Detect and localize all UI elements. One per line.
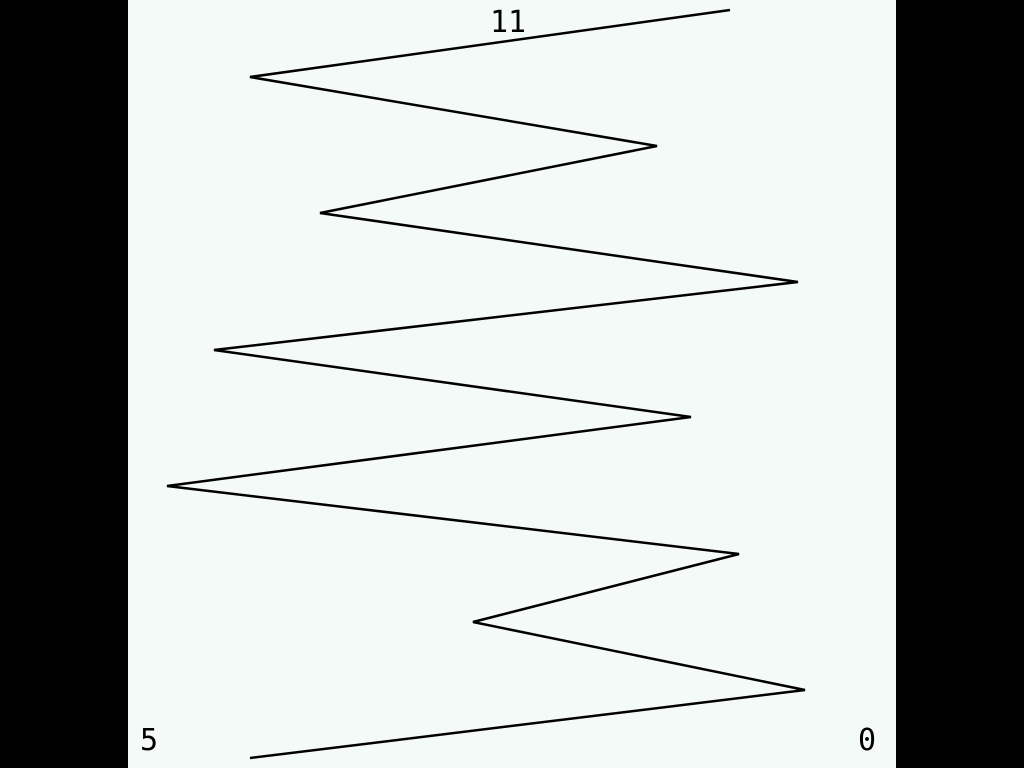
play-area-background	[128, 0, 896, 768]
play-area[interactable]: 11 5 0	[128, 0, 896, 768]
right-counter-readout: 0	[858, 723, 877, 758]
left-counter-readout: 5	[140, 723, 159, 758]
top-score-readout: 11	[490, 5, 527, 40]
zigzag-path	[166, 8, 806, 760]
zigzag-canvas	[128, 0, 896, 768]
